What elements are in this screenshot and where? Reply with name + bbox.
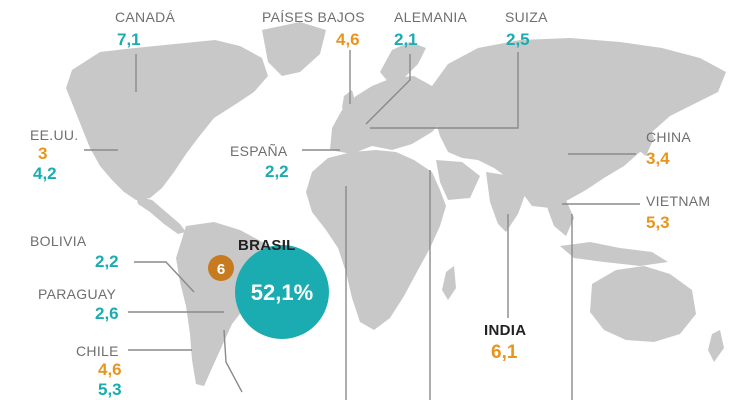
eeuu-name: EE.UU. bbox=[30, 127, 79, 143]
brasil-percentage: 52,1% bbox=[251, 280, 313, 305]
canada-name: CANADÁ bbox=[115, 9, 176, 25]
australia-shape bbox=[590, 266, 696, 342]
india-shape bbox=[486, 172, 526, 232]
leader-bolivia bbox=[134, 261, 195, 293]
se-asia-shape bbox=[546, 196, 574, 236]
leader-lines bbox=[84, 50, 640, 400]
north-america-shape bbox=[66, 40, 268, 200]
paises-bajos-value: 4,6 bbox=[336, 30, 360, 49]
paises-bajos-name: PAÍSES BAJOS bbox=[262, 9, 365, 25]
eeuu-value-1: 3 bbox=[38, 144, 48, 163]
espana-value: 2,2 bbox=[265, 162, 289, 181]
africa-shape bbox=[306, 150, 446, 330]
eeuu-value-2: 4,2 bbox=[33, 164, 57, 183]
vietnam-name: VIETNAM bbox=[646, 193, 711, 209]
scandinavia-shape bbox=[380, 42, 426, 84]
arabia-shape bbox=[436, 160, 480, 200]
brasil-bubble bbox=[235, 245, 329, 339]
bolivia-name: BOLIVIA bbox=[30, 233, 87, 249]
europe-shape bbox=[330, 76, 446, 154]
new-zealand-shape bbox=[708, 330, 724, 362]
leader-suiza bbox=[370, 52, 519, 129]
paraguay-value: 2,6 bbox=[95, 304, 119, 323]
china-value: 3,4 bbox=[646, 149, 670, 168]
paraguay-name: PARAGUAY bbox=[38, 286, 117, 302]
chile-name: CHILE bbox=[76, 343, 119, 359]
espana-name: ESPAÑA bbox=[230, 143, 288, 159]
japan-shape bbox=[638, 124, 654, 156]
brasil-badge bbox=[208, 255, 234, 281]
brasil-name: BRASIL bbox=[238, 237, 296, 254]
uk-shape bbox=[342, 90, 356, 114]
india-value: 6,1 bbox=[491, 342, 518, 363]
china-name: CHINA bbox=[646, 129, 692, 145]
asia-shape bbox=[432, 38, 726, 208]
brasil-badge-value: 6 bbox=[217, 261, 225, 278]
greenland-shape bbox=[262, 22, 326, 76]
leader-south-tip bbox=[223, 329, 243, 393]
canada-value: 7,1 bbox=[117, 30, 141, 49]
continents bbox=[66, 22, 726, 386]
madagascar-shape bbox=[442, 266, 456, 300]
chile-value-1: 4,6 bbox=[98, 360, 122, 379]
indonesia-shape bbox=[560, 242, 668, 266]
suiza-value: 2,5 bbox=[506, 30, 530, 49]
chile-value-2: 5,3 bbox=[98, 380, 122, 399]
central-america-shape bbox=[136, 196, 186, 234]
leader-alemania bbox=[365, 54, 411, 125]
bolivia-value: 2,2 bbox=[95, 252, 119, 271]
alemania-value: 2,1 bbox=[394, 30, 418, 49]
india-name: INDIA bbox=[484, 322, 527, 339]
alemania-name: ALEMANIA bbox=[394, 9, 468, 25]
suiza-name: SUIZA bbox=[505, 9, 548, 25]
vietnam-value: 5,3 bbox=[646, 213, 670, 232]
